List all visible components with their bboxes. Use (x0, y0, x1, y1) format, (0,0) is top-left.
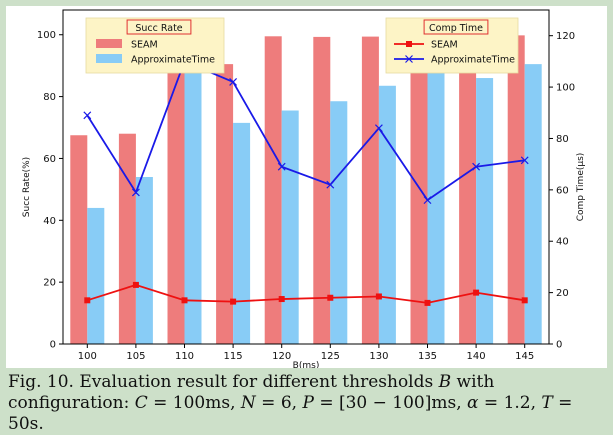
succ-legend-entry-0: SEAM (131, 40, 158, 51)
bar-seam-130 (361, 36, 379, 344)
marker-seam-115 (230, 298, 237, 305)
marker-seam-145 (521, 297, 528, 304)
y-tick-label-80: 80 (43, 92, 56, 103)
comp-legend-marker-1 (405, 55, 413, 63)
bar-seam-125 (313, 36, 331, 345)
succ-legend-title: Succ Rate (135, 23, 182, 34)
comp-legend-marker-0 (406, 41, 412, 47)
bar-approx-140 (476, 78, 494, 344)
bar-seam-110 (167, 36, 185, 344)
y-right-tick-label-0: 0 (556, 340, 562, 351)
x-tick-label-140: 140 (467, 351, 486, 362)
marker-seam-110 (181, 297, 188, 304)
marker-seam-135 (424, 299, 431, 306)
bar-seam-100 (70, 135, 88, 344)
marker-seam-125 (327, 294, 334, 301)
bar-approx-120 (281, 110, 299, 344)
bar-approx-135 (427, 67, 445, 345)
x-axis-label: B(ms) (293, 361, 320, 368)
bar-approx-145 (524, 64, 542, 345)
line-seam-comp-time (87, 283, 525, 304)
marker-approx-100 (83, 111, 92, 120)
y-tick-label-100: 100 (37, 30, 56, 41)
marker-approx-145 (520, 156, 529, 165)
x-tick-label-100: 100 (78, 351, 97, 362)
y-right-tick-label-100: 100 (556, 83, 575, 94)
bar-seam-115 (216, 64, 234, 345)
bar-seam-120 (264, 36, 282, 344)
comp-legend-title-frame (423, 19, 489, 35)
bar-approx-130 (378, 85, 396, 344)
x-tick-label-105: 105 (126, 351, 145, 362)
marker-approx-115 (229, 78, 238, 86)
y-right-tick-label-120: 120 (556, 31, 575, 42)
marker-approx-125 (326, 180, 335, 189)
y-right-tick-label-20: 20 (556, 288, 569, 299)
succ-legend-title-frame (126, 19, 192, 35)
marker-seam-100 (84, 297, 91, 304)
succ-legend-swatch-1 (96, 54, 122, 63)
y-right-tick-label-80: 80 (556, 134, 569, 145)
y-tick-label-0: 0 (50, 340, 56, 351)
bar-seam-135 (410, 37, 428, 344)
succ-legend-entry-1: ApproximateTime (131, 55, 215, 66)
marker-approx-120 (277, 162, 286, 171)
combo-chart: 0 20 40 60 80 100 0 20 40 60 80 100 120 100 105 110 115 1… (22, 9, 586, 368)
bar-approx-115 (233, 122, 251, 344)
bar-seam-140 (459, 36, 477, 344)
comp-legend-entry-1: ApproximateTime (431, 55, 515, 66)
y-tick-label-60: 60 (43, 154, 56, 165)
bar-seam-105 (118, 133, 136, 344)
y-axis-label: Succ Rate(%) (22, 157, 32, 217)
marker-approx-135 (423, 196, 432, 205)
bar-seam-145 (507, 35, 525, 345)
x-tick-label-130: 130 (369, 351, 388, 362)
x-tick-label-135: 135 (418, 351, 437, 362)
y-right-tick-label-60: 60 (556, 185, 569, 196)
x-tick-label-115: 115 (224, 351, 243, 362)
marker-seam-120 (278, 296, 285, 303)
bar-approx-110 (184, 36, 202, 344)
comp-legend-title: Comp Time (429, 23, 483, 34)
comp-legend-entry-0: SEAM (431, 40, 458, 51)
x-tick-label-125: 125 (321, 351, 340, 362)
x-tick-label-120: 120 (272, 351, 291, 362)
marker-approx-105 (131, 188, 140, 197)
marker-approx-130 (374, 124, 383, 133)
y-tick-label-40: 40 (43, 216, 56, 227)
y-right-tick-label-40: 40 (556, 237, 569, 248)
plot-frame (62, 9, 550, 345)
line-approx-comp-time (86, 60, 525, 202)
bar-approx-100 (87, 207, 105, 344)
succ-legend-swatch-0 (96, 39, 122, 48)
marker-seam-140 (473, 289, 480, 296)
bar-approx-125 (330, 101, 348, 345)
marker-seam-130 (375, 293, 382, 300)
marker-approx-140 (472, 162, 481, 171)
figure-caption: Fig. 10. Evaluation result for different… (8, 372, 573, 434)
y-tick-label-20: 20 (43, 278, 56, 289)
x-tick-label-145: 145 (515, 351, 534, 362)
marker-seam-105 (132, 281, 139, 288)
figure-panel: 0 20 40 60 80 100 0 20 40 60 80 100 120 100 105 110 115 1… (6, 6, 607, 368)
y-right-axis-label: Comp Time(µs) (576, 153, 586, 222)
bar-approx-105 (135, 177, 153, 344)
x-tick-label-110: 110 (175, 351, 194, 362)
